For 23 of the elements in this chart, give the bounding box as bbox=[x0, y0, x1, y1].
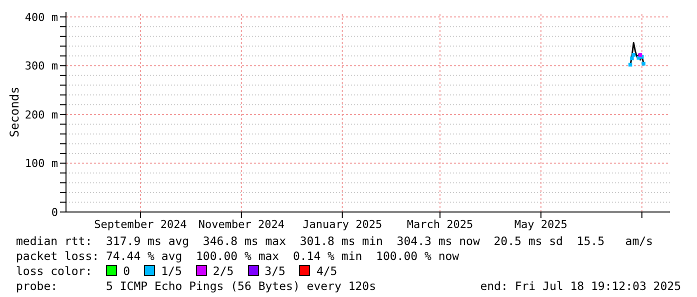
legend-label: 1/5 bbox=[160, 264, 182, 278]
x-tick-label: May 2025 bbox=[514, 218, 568, 231]
legend-label: 4/5 bbox=[315, 264, 338, 278]
point bbox=[642, 62, 646, 66]
legend-label: 2/5 bbox=[212, 264, 234, 278]
legend-label: 0 bbox=[122, 264, 130, 278]
point bbox=[630, 56, 634, 60]
x-tick-label: March 2025 bbox=[406, 218, 474, 231]
text: end: Fri Jul 18 19:12:03 2025 bbox=[480, 279, 681, 294]
text: median rtt: 317.9 ms avg 346.8 ms max 301.8 ms min 304.3 ms now 20.5 ms sd 15.5 am/s bbox=[16, 234, 654, 249]
y-axis-title: Seconds bbox=[7, 86, 22, 138]
legend-label: 3/5 bbox=[264, 264, 286, 278]
legend-title: loss color: bbox=[16, 264, 92, 278]
y-tick-label: 100 m bbox=[24, 157, 58, 170]
y-tick-label: 400 m bbox=[24, 10, 58, 24]
y-tick-label: 300 m bbox=[24, 60, 58, 73]
x-tick-label: September 2024 bbox=[94, 218, 188, 231]
y-tick-label: 0 bbox=[51, 206, 58, 219]
y-tick-label: 200 m bbox=[24, 108, 58, 122]
text: probe: 5 ICMP Echo Pings (56 Bytes) every 120s bbox=[16, 279, 376, 294]
x-tick-label: November 2024 bbox=[198, 218, 285, 231]
text: packet loss: 74.44 % avg 100.00 % max 0.14 % min 100.00 % now bbox=[16, 249, 460, 264]
x-tick-label: January 2025 bbox=[302, 218, 382, 231]
